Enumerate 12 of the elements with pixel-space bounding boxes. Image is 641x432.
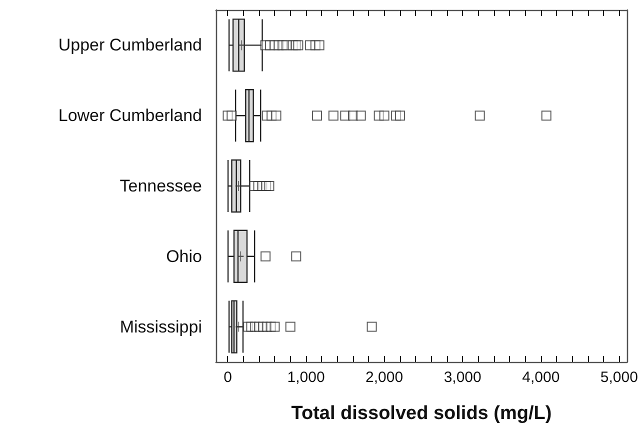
- x-tick-label: 0: [224, 369, 232, 386]
- x-tick-label: 1,000: [287, 369, 325, 386]
- x-tick-label: 4,000: [522, 369, 560, 386]
- x-tick-label: 2,000: [366, 369, 404, 386]
- y-tick-label: Upper Cumberland: [58, 36, 202, 55]
- y-tick-label: Lower Cumberland: [58, 106, 202, 126]
- y-tick-label: Mississippi: [120, 317, 202, 336]
- x-axis-title: Total dissolved solids (mg/L): [291, 403, 552, 424]
- x-tick-label: 5,000: [600, 369, 638, 386]
- y-tick-label: Ohio: [166, 246, 202, 266]
- y-tick-label: Tennessee: [120, 176, 202, 196]
- x-tick-label: 3,000: [444, 369, 482, 386]
